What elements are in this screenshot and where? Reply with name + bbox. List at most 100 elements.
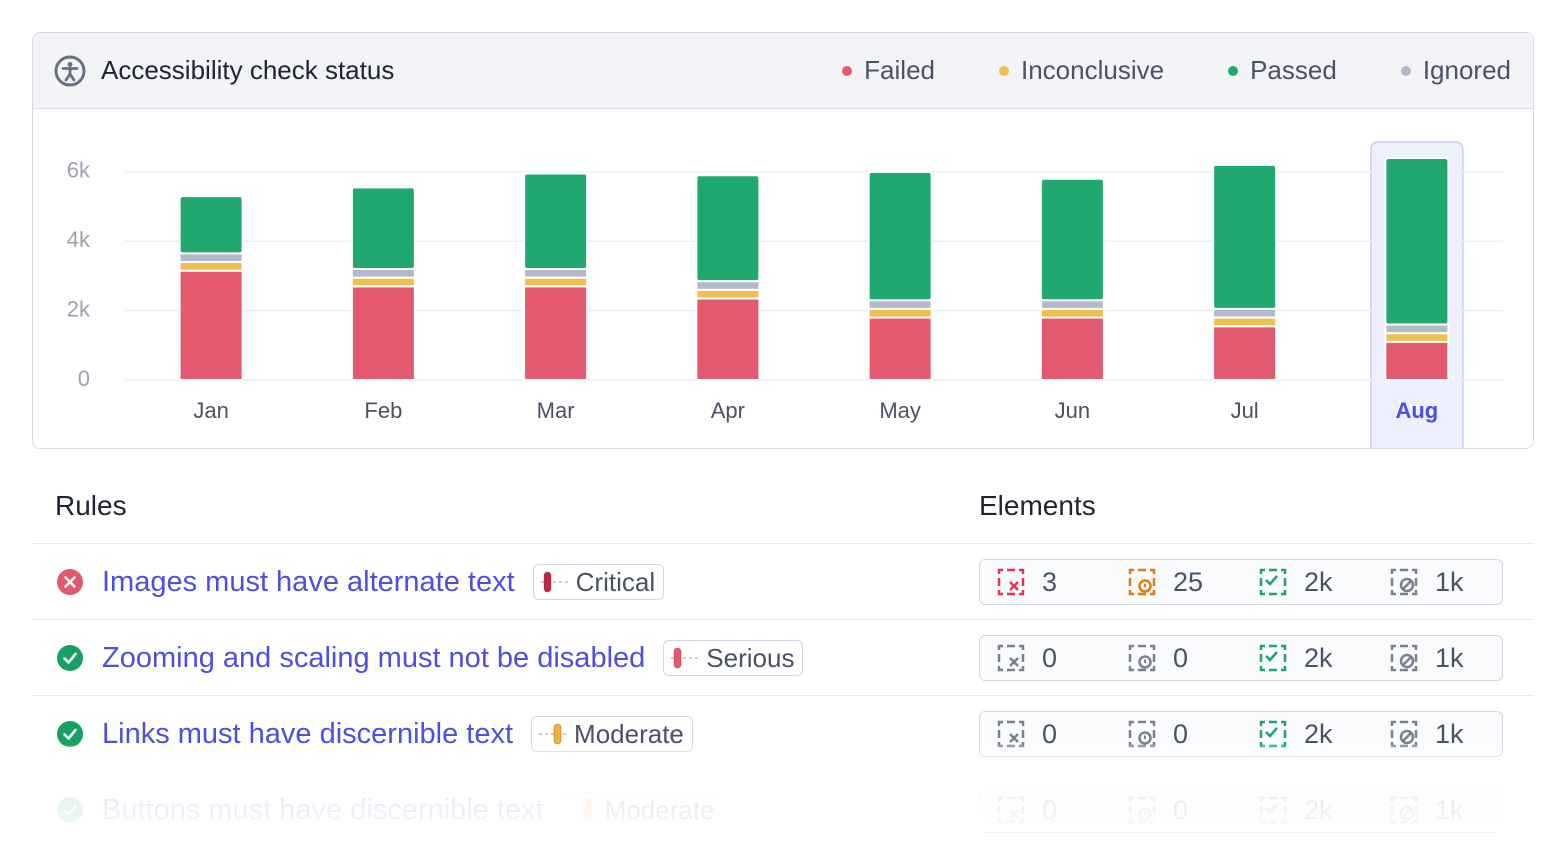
- element-icon: [1390, 568, 1418, 596]
- bar-segment: [350, 285, 416, 381]
- rule-name[interactable]: Images must have alternate text: [102, 565, 515, 598]
- bar-segment: [178, 195, 244, 255]
- bar-segment: [695, 297, 761, 382]
- legend-swatch: [1228, 65, 1239, 76]
- rule-link[interactable]: Images must have alternate text Critical: [102, 544, 665, 620]
- legend-label: Ignored: [1422, 55, 1511, 85]
- x-tick-label: Jan: [193, 398, 228, 423]
- y-tick-label: 2k: [67, 296, 91, 321]
- element-count-label: 0: [1173, 642, 1189, 673]
- legend-label: Inconclusive: [1021, 55, 1165, 85]
- rule-name[interactable]: Zooming and scaling must not be disabled: [102, 641, 646, 674]
- elements-header: Elements: [979, 490, 1096, 521]
- element-icon: [1128, 568, 1156, 596]
- element-icon: [997, 644, 1025, 672]
- element-count-label: 1k: [1435, 718, 1464, 749]
- element-icon: [1390, 644, 1418, 672]
- element-icon: [1259, 568, 1287, 596]
- x-tick-label: Jul: [1231, 398, 1259, 423]
- x-tick-label: Aug: [1395, 398, 1438, 423]
- y-tick-label: 0: [78, 366, 90, 391]
- bar-segment: [1039, 299, 1105, 310]
- bar-segment: [1039, 307, 1105, 319]
- rule-link[interactable]: Links must have discernible text Moderate: [102, 696, 693, 772]
- bar-segment: [350, 276, 416, 288]
- y-tick-label: 4k: [67, 227, 91, 252]
- severity-badge: Serious: [663, 640, 804, 676]
- bar-segment: [867, 307, 933, 319]
- element-count: 1k: [1389, 636, 1464, 680]
- chart-card: Accessibility check status Failed Inconcl…: [32, 32, 1534, 449]
- element-count-label: 0: [1042, 718, 1058, 749]
- bar-segment: [1212, 163, 1278, 310]
- rule-row: Images must have alternate text Critical 3…: [32, 543, 1534, 620]
- legend-label: Failed: [864, 55, 935, 85]
- element-icon: [1128, 644, 1156, 672]
- card-header: Accessibility check status Failed Inconcl…: [33, 33, 1533, 109]
- legend-swatch: [999, 65, 1009, 76]
- legend-label: Passed: [1250, 55, 1337, 85]
- bar-segment: [1384, 340, 1450, 381]
- severity-label: Critical: [575, 566, 656, 597]
- element-count: 0: [1127, 636, 1188, 680]
- bar-segment: [1039, 177, 1105, 302]
- chart-title: Accessibility check status: [101, 55, 395, 85]
- bar-segment: [867, 170, 933, 302]
- legend: Failed Inconclusive Passed Ignored: [778, 55, 1511, 86]
- bar-segment: [523, 172, 589, 270]
- bar-segment: [695, 174, 761, 283]
- element-icon: [1259, 644, 1287, 672]
- rules-header: Rules: [55, 490, 127, 521]
- status-icon: [56, 644, 84, 672]
- status-icon: [56, 568, 84, 596]
- element-count: 0: [996, 712, 1057, 756]
- element-count: 2k: [1258, 560, 1333, 604]
- severity-label: Moderate: [574, 718, 684, 749]
- legend-item: Failed: [842, 55, 935, 86]
- legend-swatch: [842, 65, 853, 76]
- bar-segment: [1384, 323, 1450, 335]
- element-icon: [997, 568, 1025, 596]
- bar-segment: [1384, 156, 1450, 326]
- plot: 0 2k 4k 6k Jan Feb Mar Apr May Jun Jul Aug: [67, 141, 1503, 448]
- x-tick-label: Jun: [1055, 398, 1090, 423]
- element-count: 2k: [1258, 636, 1333, 680]
- element-count-label: 2k: [1304, 566, 1333, 597]
- y-tick-label: 6k: [67, 158, 91, 183]
- element-count-label: 3: [1042, 566, 1058, 597]
- rule-row: Zooming and scaling must not be disabled…: [32, 619, 1534, 696]
- bar-segment: [178, 261, 244, 272]
- legend-item: Inconclusive: [999, 55, 1164, 86]
- bar-segment: [695, 288, 761, 300]
- legend-item: Passed: [1228, 55, 1337, 86]
- bar-segment: [867, 316, 933, 381]
- bar-segment: [350, 186, 416, 270]
- bar-segment: [523, 267, 589, 279]
- bar-segment: [1212, 316, 1278, 328]
- x-tick-label: Feb: [364, 398, 402, 423]
- severity-badge: Moderate: [531, 716, 693, 752]
- accessibility-icon: [54, 55, 86, 86]
- status-icon: [56, 720, 84, 748]
- element-count-label: 0: [1173, 718, 1189, 749]
- element-count: 3: [996, 560, 1057, 604]
- rule-link[interactable]: Zooming and scaling must not be disabled…: [102, 620, 804, 696]
- fade-overlay: [0, 745, 1566, 832]
- bar-segment: [523, 285, 589, 381]
- element-count-label: 0: [1042, 642, 1058, 673]
- legend-swatch: [1400, 65, 1411, 76]
- element-count: 2k: [1258, 712, 1333, 756]
- severity-badge: Critical: [532, 564, 665, 600]
- elements-box: 0 0 2k 1k: [979, 635, 1503, 681]
- x-tick-label: Apr: [711, 398, 745, 423]
- severity-label: Serious: [706, 642, 795, 673]
- element-count-label: 1k: [1435, 566, 1464, 597]
- bar-segment: [350, 267, 416, 279]
- element-count: 25: [1127, 560, 1203, 604]
- bar-segment: [178, 252, 244, 264]
- rule-name[interactable]: Links must have discernible text: [102, 717, 514, 750]
- legend-item: Ignored: [1400, 55, 1511, 86]
- element-count-label: 2k: [1304, 642, 1333, 673]
- element-count: 0: [996, 636, 1057, 680]
